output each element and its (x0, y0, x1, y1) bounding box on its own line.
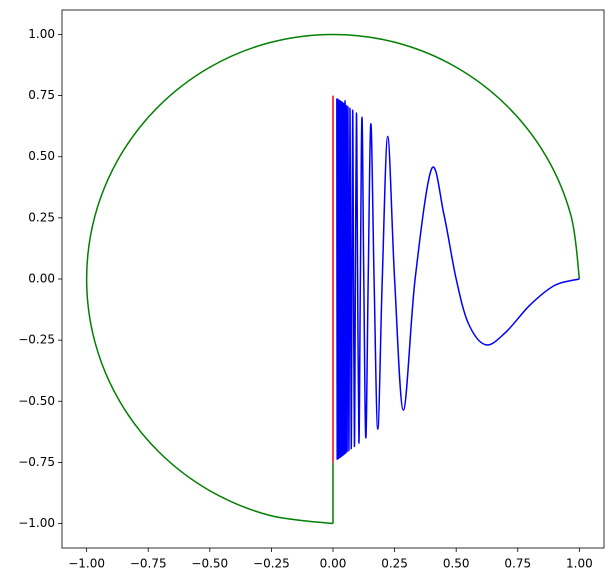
series-line (85, 33, 581, 525)
x-tick-label: 0.25 (381, 557, 408, 571)
y-tick-label: 0.50 (28, 149, 55, 163)
x-tick-label: 0.50 (443, 557, 470, 571)
y-tick-label: 0.00 (28, 272, 55, 286)
y-tick-label: 1.00 (28, 27, 55, 41)
x-tick-label: −0.50 (191, 557, 228, 571)
series-line (336, 98, 580, 460)
x-tick-label: 0.00 (320, 557, 347, 571)
x-tick-label: −0.25 (253, 557, 290, 571)
plot-frame (61, 9, 605, 549)
x-tick-label: −1.00 (68, 557, 105, 571)
y-tick-label: −1.00 (18, 516, 55, 530)
y-tick-label: −0.75 (18, 455, 55, 469)
x-tick-label: −0.75 (130, 557, 167, 571)
x-tick-label: 0.75 (504, 557, 531, 571)
y-tick-label: 0.75 (28, 88, 55, 102)
y-tick-label: −0.25 (18, 333, 55, 347)
x-tick-label: 1.00 (566, 557, 593, 571)
y-tick-label: 0.25 (28, 210, 55, 224)
y-tick-label: −0.50 (18, 394, 55, 408)
